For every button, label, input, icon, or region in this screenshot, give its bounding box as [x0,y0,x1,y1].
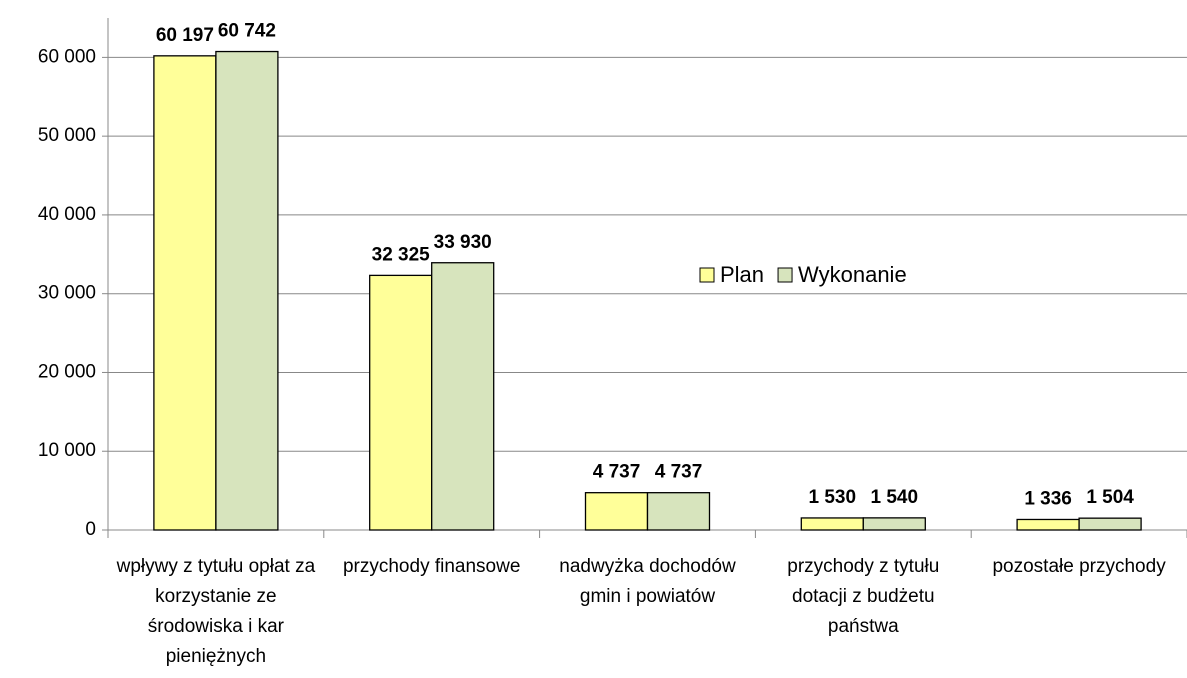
data-label: 60 742 [218,21,276,42]
data-label: 1 336 [1024,488,1072,509]
data-label: 60 197 [156,25,214,46]
y-tick-label: 10 000 [38,440,96,461]
bar [215,50,279,531]
bar [646,492,711,531]
x-tick-label: pozostałe przychody [992,556,1166,577]
data-label: 4 737 [655,462,703,483]
x-tick-label: nadwyżka dochodów gmin i powiatów [559,556,736,607]
data-label: 1 504 [1086,487,1134,508]
y-tick-label: 30 000 [38,283,96,304]
x-tick-label: przychody finansowe [342,556,521,577]
legend-swatch [777,267,793,283]
y-tick-label: 60 000 [38,46,96,67]
data-label: 32 325 [372,244,431,265]
bar [1078,517,1142,531]
legend: Plan Wykonanie [699,262,907,287]
legend-label: Wykonanie [798,262,907,287]
legend-swatch [699,267,715,283]
bar [431,262,495,531]
bar [1016,518,1080,531]
bar [584,492,649,531]
data-label: 1 530 [809,487,857,508]
y-tick-label: 40 000 [38,204,96,225]
data-label: 1 540 [871,487,919,508]
bar [800,517,864,531]
data-label: 4 737 [593,462,641,483]
bar [369,274,433,531]
y-tick-label: 0 [85,519,96,540]
y-tick-label: 50 000 [38,125,96,146]
data-label: 33 930 [434,232,492,253]
bar [153,55,217,531]
bar [862,517,926,531]
x-tick-label: przychody z tytułu dotacji z budżetu pań… [787,556,940,637]
x-tick-label: wpływy z tytułu opłat za korzystanie ze … [116,556,316,667]
y-tick-label: 20 000 [38,361,96,382]
legend-label: Plan [720,262,764,287]
